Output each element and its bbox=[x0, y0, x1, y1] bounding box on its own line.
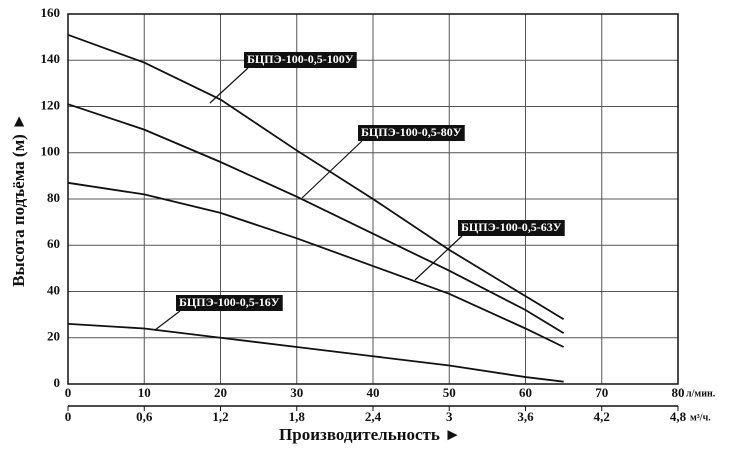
y-tick-label: 40 bbox=[47, 282, 60, 297]
plot-frame bbox=[67, 13, 679, 385]
x-tick-label: 0 bbox=[65, 385, 72, 400]
x-tick-label: 80 bbox=[672, 385, 685, 400]
x-tick-label: 60 bbox=[519, 385, 532, 400]
x2-tick-label: 0 bbox=[65, 409, 72, 424]
series-label: БЦПЭ-100-0,5-16У bbox=[179, 295, 280, 309]
series-label: БЦПЭ-100-0,5-80У bbox=[361, 125, 462, 139]
series-label-bg bbox=[176, 295, 283, 311]
leader-line bbox=[209, 67, 249, 104]
x-tick-label: 10 bbox=[138, 385, 151, 400]
x-tick-label: 40 bbox=[367, 385, 380, 400]
x2-tick-label: 1,8 bbox=[289, 409, 306, 424]
series-line bbox=[67, 322, 564, 383]
series-label: БЦПЭ-100-0,5-100У bbox=[247, 52, 354, 66]
series-label-bg bbox=[358, 125, 465, 141]
x-unit: л/мин. bbox=[686, 388, 716, 399]
series-label: БЦПЭ-100-0,5-63У bbox=[461, 220, 562, 234]
leader-line bbox=[154, 310, 181, 331]
x2-tick-label: 3 bbox=[446, 409, 453, 424]
y-tick-label: 20 bbox=[47, 329, 60, 344]
x2-tick-label: 4,2 bbox=[594, 409, 610, 424]
x-tick-label: 70 bbox=[595, 385, 608, 400]
y-tick-label: 160 bbox=[41, 5, 61, 20]
leader-line bbox=[414, 235, 463, 281]
series-line bbox=[67, 181, 565, 348]
leader-line bbox=[301, 140, 363, 199]
series-label-bg bbox=[458, 220, 565, 236]
x2-tick-label: 4,8 bbox=[670, 409, 687, 424]
y-axis-label: Высота подъёма (м) ► bbox=[9, 113, 28, 287]
series-line bbox=[67, 33, 565, 321]
x-tick-label: 20 bbox=[214, 385, 227, 400]
y-tick-label: 140 bbox=[41, 51, 61, 66]
x2-unit: м³/ч. bbox=[690, 412, 711, 423]
x-tick-label: 30 bbox=[290, 385, 303, 400]
x2-tick-label: 2,4 bbox=[365, 409, 382, 424]
series-label-bg bbox=[244, 52, 357, 68]
x2-tick-label: 3,6 bbox=[517, 409, 534, 424]
x-axis-label: Производительность ► bbox=[279, 425, 461, 444]
x2-tick-label: 1,2 bbox=[212, 409, 228, 424]
x-tick-label: 50 bbox=[443, 385, 456, 400]
y-tick-label: 80 bbox=[47, 190, 60, 205]
x2-tick-label: 0,6 bbox=[136, 409, 153, 424]
y-tick-label: 60 bbox=[47, 236, 60, 251]
y-tick-label: 100 bbox=[41, 144, 61, 159]
y-tick-label: 120 bbox=[41, 97, 61, 112]
series-line bbox=[67, 103, 565, 334]
y-tick-label: 0 bbox=[54, 375, 61, 390]
